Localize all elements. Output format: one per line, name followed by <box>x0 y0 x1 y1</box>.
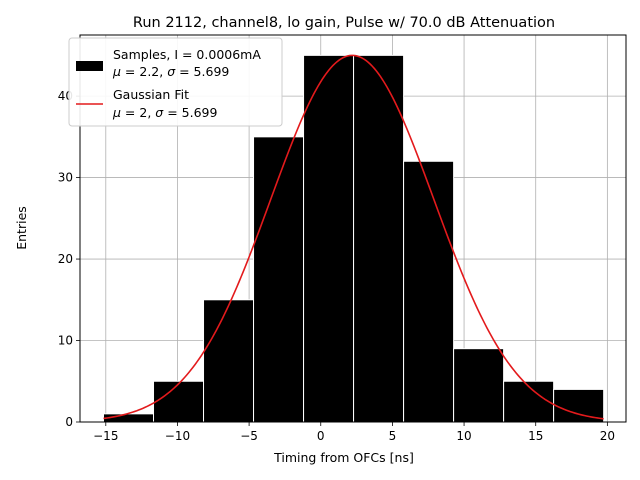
legend-samples-line2: μ = 2.2, σ = 5.699 <box>112 64 229 79</box>
x-tick-label: 20 <box>600 429 615 443</box>
chart-title: Run 2112, channel8, lo gain, Pulse w/ 70… <box>133 15 555 31</box>
histogram-bar <box>353 54 405 423</box>
legend-samples-line1: Samples, I = 0.0006mA <box>113 47 261 62</box>
x-axis-label: Timing from OFCs [ns] <box>273 450 414 465</box>
legend-samples-swatch <box>76 61 103 71</box>
x-tick-label: −5 <box>240 429 258 443</box>
histogram-bar <box>303 54 355 423</box>
y-tick-label: 0 <box>65 415 73 429</box>
histogram-bars <box>103 54 605 423</box>
histogram-bar <box>203 299 255 423</box>
x-tick-label: 10 <box>456 429 471 443</box>
histogram-bar <box>503 380 555 423</box>
x-tick-label: 5 <box>389 429 397 443</box>
y-tick-label: 10 <box>58 334 73 348</box>
histogram-bar <box>403 160 455 423</box>
legend-fit-line2: μ = 2, σ = 5.699 <box>112 105 217 120</box>
legend-fit-line1: Gaussian Fit <box>113 87 189 102</box>
x-tick-label: −15 <box>93 429 118 443</box>
y-tick-label: 30 <box>58 171 73 185</box>
histogram-bar <box>453 348 505 423</box>
x-tick-label: −10 <box>165 429 190 443</box>
plot-frame <box>79 34 627 423</box>
x-tick-label: 0 <box>317 429 325 443</box>
histogram-bar <box>253 136 305 423</box>
histogram-bar <box>153 380 205 423</box>
y-tick-label: 20 <box>58 252 73 266</box>
x-tick-label: 15 <box>528 429 543 443</box>
legend: Samples, I = 0.0006mA μ = 2.2, σ = 5.699… <box>68 37 283 127</box>
y-axis-label: Entries <box>14 206 29 250</box>
x-axis-ticks: −15 −10 −5 0 5 10 15 20 <box>93 422 615 443</box>
legend-box <box>68 37 283 127</box>
gaussian-fit-curve <box>103 54 604 420</box>
